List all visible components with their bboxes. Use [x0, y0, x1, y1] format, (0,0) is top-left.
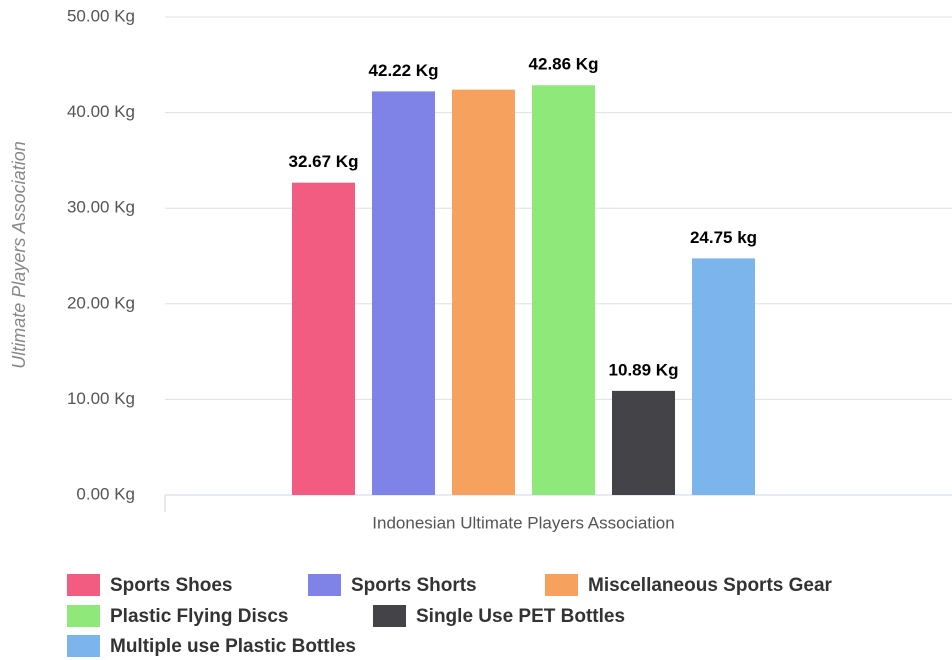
bar [372, 91, 435, 495]
data-label: 42.86 Kg [529, 55, 599, 74]
legend-label: Sports Shorts [351, 575, 477, 596]
data-label: 32.67 Kg [289, 152, 359, 171]
bar [692, 258, 755, 495]
legend-label: Sports Shoes [110, 575, 232, 596]
legend-swatch [545, 574, 578, 596]
bar [452, 89, 515, 495]
y-tick-label: 30.00 Kg [67, 198, 135, 217]
y-tick-label: 40.00 Kg [67, 102, 135, 121]
x-tick-label: Indonesian Ultimate Players Association [372, 513, 674, 532]
legend-swatch [308, 574, 341, 596]
bar [612, 390, 675, 495]
legend-label: Plastic Flying Discs [110, 606, 288, 627]
legend-label: Miscellaneous Sports Gear [588, 575, 833, 596]
y-tick-label: 50.00 Kg [67, 6, 135, 25]
data-label: 24.75 kg [690, 228, 757, 247]
bar [532, 85, 595, 496]
y-tick-label: 10.00 Kg [67, 389, 135, 408]
legend-label: Single Use PET Bottles [416, 606, 625, 627]
legend-swatch [373, 605, 406, 627]
legend-swatch [67, 574, 100, 596]
data-label: 42.22 Kg [369, 61, 439, 80]
y-tick-label: 0.00 Kg [76, 484, 135, 503]
y-axis-title: Ultimate Players Association [9, 141, 29, 368]
legend-label: Multiple use Plastic Bottles [110, 636, 356, 657]
y-tick-label: 20.00 Kg [67, 293, 135, 312]
legend-swatch [67, 605, 100, 627]
data-label: 10.89 Kg [609, 360, 679, 379]
bar [292, 182, 355, 495]
legend-swatch [67, 635, 100, 657]
